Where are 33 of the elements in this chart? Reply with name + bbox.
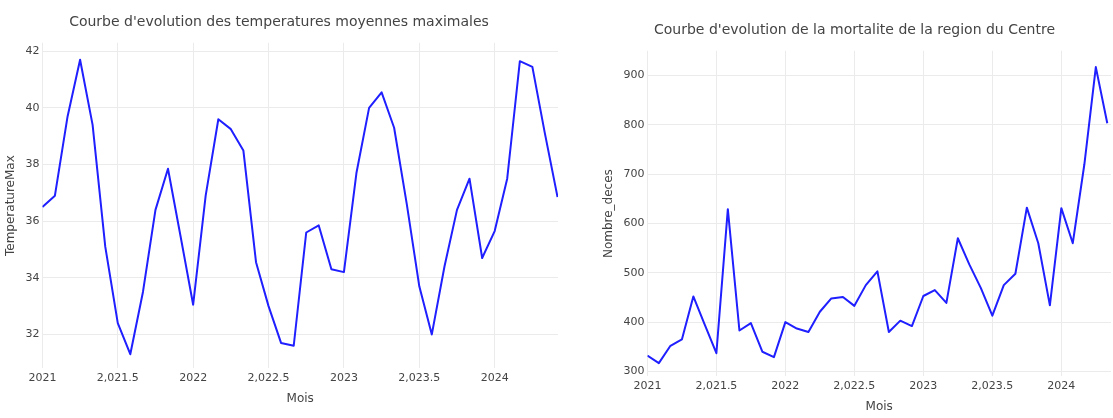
y-axis-title: TemperatureMax [3, 155, 18, 258]
x-tick-label: 2,022.5 [247, 370, 290, 384]
x-tick-label: 2024 [1047, 378, 1076, 392]
y-tick-label: 700 [623, 166, 645, 180]
x-tick-label: 2023 [909, 378, 938, 392]
y-tick-label: 900 [623, 68, 645, 82]
x-tick-label: 2022 [771, 378, 800, 392]
x-tick-label: 2021 [28, 370, 57, 384]
x-axis-title: Mois [865, 398, 893, 413]
y-tick-label: 36 [25, 214, 40, 228]
x-tick-label: 2,023.5 [398, 370, 441, 384]
chart-title: Courbe d'evolution des temperatures moyennes maximales [69, 13, 489, 30]
x-tick-label: 2024 [480, 370, 509, 384]
y-tick-label: 38 [25, 157, 40, 171]
x-tick-label: 2,021.5 [695, 378, 738, 392]
x-axis-title: Mois [286, 390, 314, 405]
y-axis-title: Nombre_deces [601, 169, 616, 259]
y-tick-label: 600 [623, 216, 645, 230]
chart-title: Courbe d'evolution de la mortalite de la region du Centre [654, 21, 1055, 38]
y-tick-label: 400 [623, 314, 645, 328]
y-tick-label: 32 [25, 327, 40, 341]
y-tick-label: 500 [623, 265, 645, 279]
y-tick-label: 300 [623, 364, 645, 378]
x-tick-label: 2023 [329, 370, 358, 384]
x-tick-label: 2,021.5 [96, 370, 139, 384]
y-tick-label: 42 [25, 44, 40, 58]
x-tick-label: 2021 [633, 378, 662, 392]
y-tick-label: 800 [623, 117, 645, 131]
x-tick-label: 2,023.5 [971, 378, 1014, 392]
x-tick-label: 2022 [179, 370, 208, 384]
y-tick-label: 40 [25, 100, 40, 114]
y-tick-label: 34 [25, 270, 40, 284]
x-tick-label: 2,022.5 [833, 378, 876, 392]
